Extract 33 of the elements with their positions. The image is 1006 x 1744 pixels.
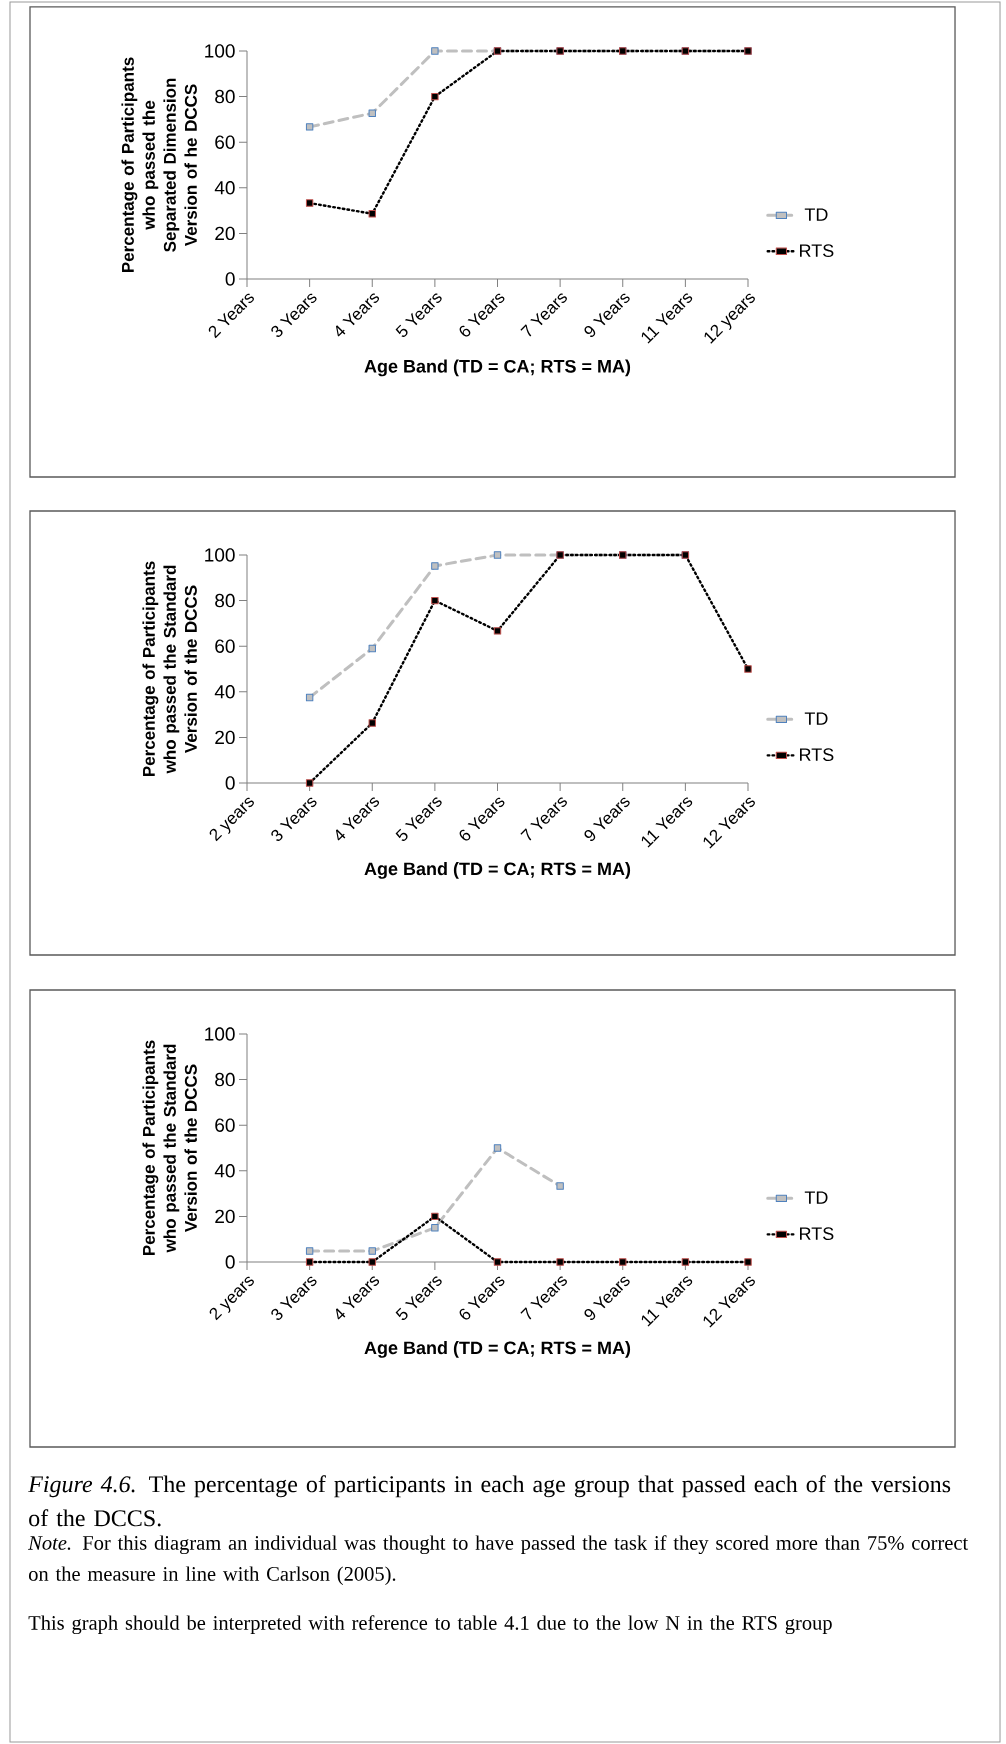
x-axis-title: Age Band (TD = CA; RTS = MA) — [364, 1340, 631, 1358]
y-tick-label: 100 — [205, 44, 235, 58]
y-tick-label: 40 — [214, 685, 235, 699]
legend-label: RTS — [800, 748, 834, 762]
text: Note. For this diagram an individual was thought to have passed the task if they scored more than 75% correct on the measure in line with Carlson (2005). — [28, 1535, 969, 1585]
y-tick-label: 100 — [205, 548, 235, 562]
text: Figure 4.6. The percentage of participants in each age group that passed each of the versions of the DCCS. — [28, 1475, 951, 1527]
y-tick-label: 60 — [215, 639, 235, 653]
y-tick-label: 60 — [215, 135, 235, 149]
y-tick-label: 80 — [215, 1072, 235, 1087]
y-tick-label: 20 — [215, 730, 235, 745]
legend-label: RTS — [800, 244, 834, 258]
legend-label: TD — [804, 712, 828, 725]
y-tick-label: 20 — [215, 1209, 235, 1224]
y-tick-label: 0 — [225, 272, 235, 286]
y-tick-label: 40 — [214, 181, 235, 195]
legend-label: RTS — [800, 1227, 834, 1241]
legend-label: TD — [804, 208, 828, 221]
y-tick-label: 0 — [225, 1255, 235, 1269]
y-tick-label: 80 — [215, 89, 235, 104]
y-tick-label: 0 — [225, 776, 235, 790]
y-tick-label: 60 — [215, 1118, 235, 1132]
y-tick-label: 80 — [215, 593, 235, 608]
text: This graph should be interpreted with reference to table 4.1 due to the low N in the RTS group — [28, 1615, 832, 1635]
y-tick-label: 100 — [205, 1027, 235, 1041]
x-axis-title: Age Band (TD = CA; RTS = MA) — [364, 359, 631, 377]
y-axis-title: Percentage of Participants who passed the Standard Version of the DCCS — [142, 561, 197, 777]
y-axis-title: Percentage of Participants who passed the Separated Dimension Version of he DCCS — [121, 57, 197, 273]
y-axis-title: Percentage of Participants who passed the Standard Version of the DCCS — [142, 1040, 197, 1256]
x-axis-title: Age Band (TD = CA; RTS = MA) — [364, 861, 631, 879]
legend-label: TD — [804, 1191, 828, 1204]
y-tick-label: 20 — [215, 226, 235, 241]
y-tick-label: 40 — [214, 1164, 235, 1178]
